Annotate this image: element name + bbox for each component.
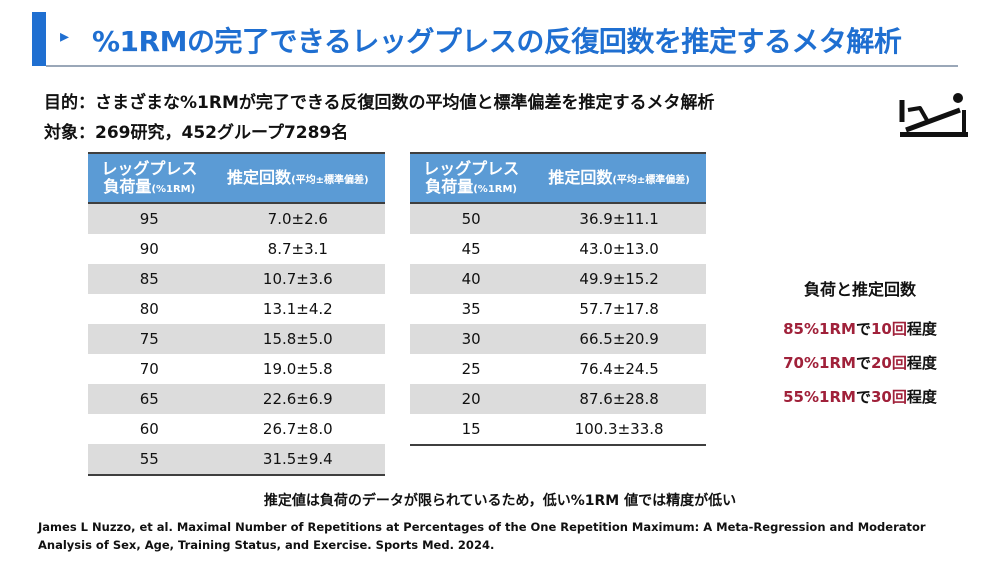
load-cell: 35 [410, 294, 533, 324]
reps-cell: 100.3±33.8 [532, 414, 706, 446]
table-row: 30 66.5±20.9 [410, 324, 706, 354]
title-divider [46, 65, 958, 67]
summary-heading: 負荷と推定回数 [803, 280, 916, 299]
title-accent-bar [32, 12, 46, 66]
load-cell: 75 [88, 324, 211, 354]
reps-cell: 49.9±15.2 [532, 264, 706, 294]
page-title: %1RMの完了できるレッグプレスの反復回数を推定するメタ解析 [92, 25, 902, 58]
load-cell: 40 [410, 264, 533, 294]
reps-cell: 22.6±6.9 [210, 384, 385, 414]
load-cell: 50 [410, 203, 533, 234]
reps-cell: 8.7±3.1 [210, 234, 385, 264]
reps-table-right: レッグプレス 負荷量(%1RM) 推定回数(平均±標準偏差) 50 36.9±11… [410, 152, 706, 446]
summary-box: 負荷と推定回数 85%1RMで10回程度 70%1RMで20回程度 55%1RM… [760, 276, 960, 420]
table-row: 75 15.8±5.0 [88, 324, 385, 354]
table-row: 60 26.7±8.0 [88, 414, 385, 444]
reps-table-left: レッグプレス 負荷量(%1RM) 推定回数(平均±標準偏差) 95 7.0±2.6… [88, 152, 385, 476]
load-header: レッグプレス 負荷量(%1RM) [88, 152, 211, 204]
table-row: 45 43.0±13.0 [410, 234, 706, 264]
table-row: 20 87.6±28.8 [410, 384, 706, 414]
reps-cell: 57.7±17.8 [532, 294, 706, 324]
reps-cell: 87.6±28.8 [532, 384, 706, 414]
table-row: 70 19.0±5.8 [88, 354, 385, 384]
accuracy-note: 推定値は負荷のデータが限られているため，低い%1RM 値では精度が低い [263, 493, 737, 509]
table-row: 95 7.0±2.6 [88, 203, 385, 234]
load-cell: 45 [410, 234, 533, 264]
load-cell: 95 [88, 203, 211, 234]
reps-cell: 76.4±24.5 [532, 354, 706, 384]
load-cell: 25 [410, 354, 533, 384]
reps-cell: 10.7±3.6 [210, 264, 385, 294]
summary-row: 70%1RMで20回程度 [783, 354, 937, 372]
title-bullet-icon: ▸ [60, 26, 70, 47]
reps-cell: 66.5±20.9 [532, 324, 706, 354]
citation: James L Nuzzo, et al. Maximal Number of … [38, 520, 926, 552]
load-cell: 20 [410, 384, 533, 414]
load-cell: 70 [88, 354, 211, 384]
reps-header: 推定回数(平均±標準偏差) [532, 152, 706, 204]
table-row: 25 76.4±24.5 [410, 354, 706, 384]
summary-row: 85%1RMで10回程度 [783, 320, 937, 338]
load-cell: 90 [88, 234, 211, 264]
summary-row: 55%1RMで30回程度 [783, 388, 937, 406]
load-cell: 80 [88, 294, 211, 324]
table-row: 50 36.9±11.1 [410, 203, 706, 234]
reps-cell: 19.0±5.8 [210, 354, 385, 384]
load-cell: 60 [88, 414, 211, 444]
title-bar: ▸ %1RMの完了できるレッグプレスの反復回数を推定するメタ解析 [32, 12, 958, 67]
purpose-text: 目的：さまざまな%1RMが完了できる反復回数の平均値と標準偏差を推定するメタ解析 [44, 93, 715, 113]
table-row: 40 49.9±15.2 [410, 264, 706, 294]
table-row: 15 100.3±33.8 [410, 414, 706, 446]
table-row: 90 8.7±3.1 [88, 234, 385, 264]
table-row: 80 13.1±4.2 [88, 294, 385, 324]
load-cell: 85 [88, 264, 211, 294]
load-header: レッグプレス 負荷量(%1RM) [410, 152, 533, 204]
reps-cell: 13.1±4.2 [210, 294, 385, 324]
reps-header: 推定回数(平均±標準偏差) [210, 152, 385, 204]
load-cell: 30 [410, 324, 533, 354]
table-row: 35 57.7±17.8 [410, 294, 706, 324]
table-row: 55 31.5±9.4 [88, 444, 385, 476]
reps-cell: 7.0±2.6 [210, 203, 385, 234]
table-header-row: レッグプレス 負荷量(%1RM) 推定回数(平均±標準偏差) [88, 152, 385, 204]
reps-cell: 31.5±9.4 [210, 444, 385, 476]
load-cell: 65 [88, 384, 211, 414]
leg-press-icon [899, 93, 968, 137]
table-row: 65 22.6±6.9 [88, 384, 385, 414]
reps-cell: 15.8±5.0 [210, 324, 385, 354]
reps-cell: 26.7±8.0 [210, 414, 385, 444]
reps-cell: 36.9±11.1 [532, 203, 706, 234]
load-cell: 15 [410, 414, 533, 446]
table-row: 85 10.7±3.6 [88, 264, 385, 294]
table-header-row: レッグプレス 負荷量(%1RM) 推定回数(平均±標準偏差) [410, 152, 706, 204]
reps-cell: 43.0±13.0 [532, 234, 706, 264]
subjects-text: 対象：269研究，452グループ7289名 [44, 123, 349, 143]
load-cell: 55 [88, 444, 211, 476]
